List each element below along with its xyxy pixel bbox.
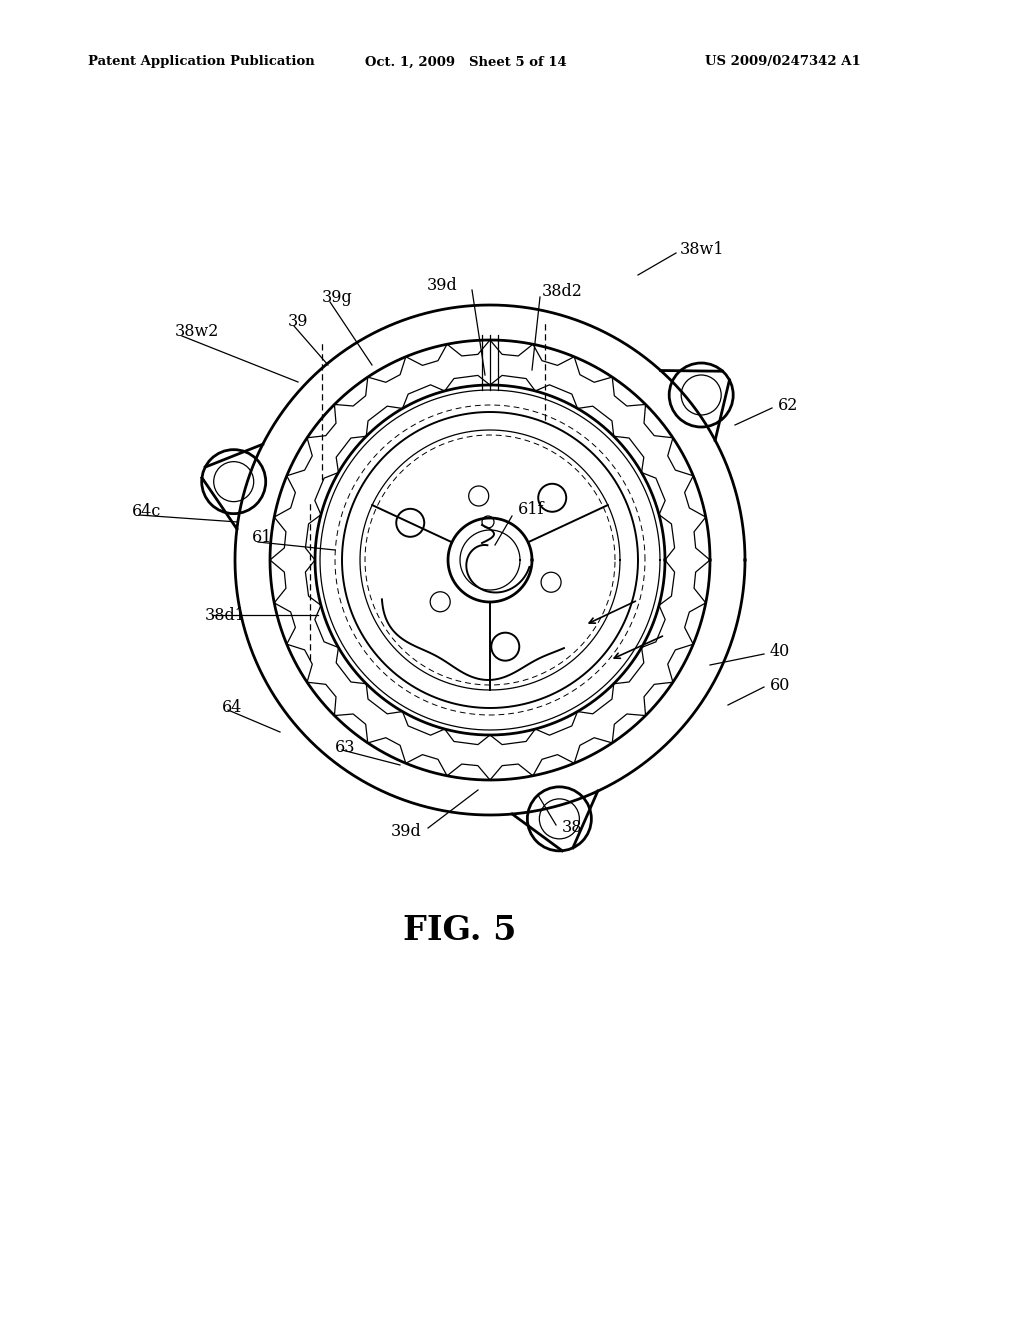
Text: 38w2: 38w2 [175,323,219,341]
Text: 38: 38 [562,820,583,837]
Text: 64c: 64c [132,503,162,520]
Text: 61: 61 [252,529,272,546]
Text: 61f: 61f [518,502,545,519]
Text: 38d1: 38d1 [205,606,246,623]
Text: 39d: 39d [391,824,422,841]
Text: 62: 62 [778,396,799,413]
Text: Oct. 1, 2009   Sheet 5 of 14: Oct. 1, 2009 Sheet 5 of 14 [365,55,566,69]
Text: FIG. 5: FIG. 5 [403,913,517,946]
Text: 60: 60 [770,676,791,693]
Text: US 2009/0247342 A1: US 2009/0247342 A1 [705,55,861,69]
Text: 39g: 39g [322,289,352,306]
Text: 63: 63 [335,739,355,756]
Text: 39d: 39d [427,276,458,293]
Text: 40: 40 [770,644,791,660]
Text: 38d2: 38d2 [542,284,583,301]
Text: 39: 39 [288,314,308,330]
Text: 38w1: 38w1 [680,242,725,259]
Text: Patent Application Publication: Patent Application Publication [88,55,314,69]
Text: 64: 64 [222,700,243,717]
